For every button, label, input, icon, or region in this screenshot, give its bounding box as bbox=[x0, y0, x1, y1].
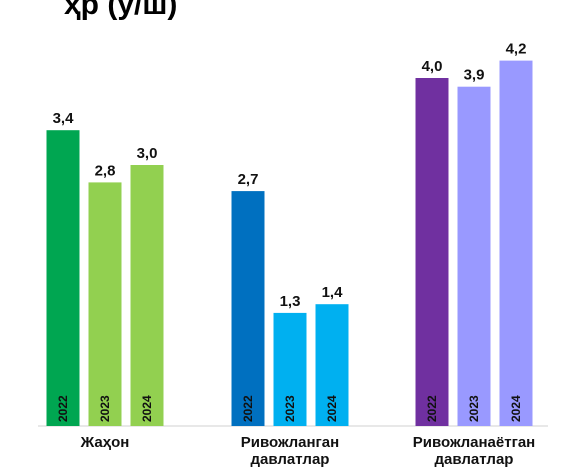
data-label: 3,9 bbox=[464, 67, 485, 84]
year-label: 2024 bbox=[509, 395, 523, 422]
bar-3-2024 bbox=[499, 60, 533, 426]
bar-3-2022 bbox=[415, 78, 449, 426]
data-label: 1,4 bbox=[322, 284, 344, 301]
bar-2-2022 bbox=[231, 191, 265, 426]
year-label: 2023 bbox=[467, 395, 481, 422]
year-label: 2023 bbox=[98, 395, 112, 422]
data-label: 4,0 bbox=[422, 58, 443, 75]
bar-3-2023 bbox=[457, 86, 491, 426]
data-label: 2,8 bbox=[95, 162, 116, 179]
category-label: Ривожланган bbox=[241, 434, 339, 451]
data-label: 1,3 bbox=[280, 293, 301, 310]
year-label: 2022 bbox=[425, 395, 439, 422]
data-label: 3,4 bbox=[53, 110, 75, 127]
category-label: Ривожланаётган bbox=[413, 434, 535, 451]
year-label: 2024 bbox=[140, 395, 154, 422]
bar-1-2024 bbox=[130, 165, 164, 426]
data-label: 4,2 bbox=[506, 41, 527, 58]
bar-2-2023 bbox=[273, 312, 307, 426]
year-label: 2023 bbox=[283, 395, 297, 422]
year-label: 2022 bbox=[56, 395, 70, 422]
year-label: 2022 bbox=[241, 395, 255, 422]
category-label: давлатлар bbox=[251, 451, 330, 468]
data-label: 2,7 bbox=[238, 171, 259, 188]
bar-2-2024 bbox=[315, 304, 349, 426]
bar-1-2023 bbox=[88, 182, 122, 426]
category-label: давлатлар bbox=[435, 451, 514, 468]
bar-1-2022 bbox=[46, 130, 80, 426]
data-label: 3,0 bbox=[137, 145, 158, 162]
year-label: 2024 bbox=[325, 395, 339, 422]
category-label: Жаҳон bbox=[80, 434, 130, 451]
chart-title: ҳр (у/ш) bbox=[64, 0, 178, 21]
